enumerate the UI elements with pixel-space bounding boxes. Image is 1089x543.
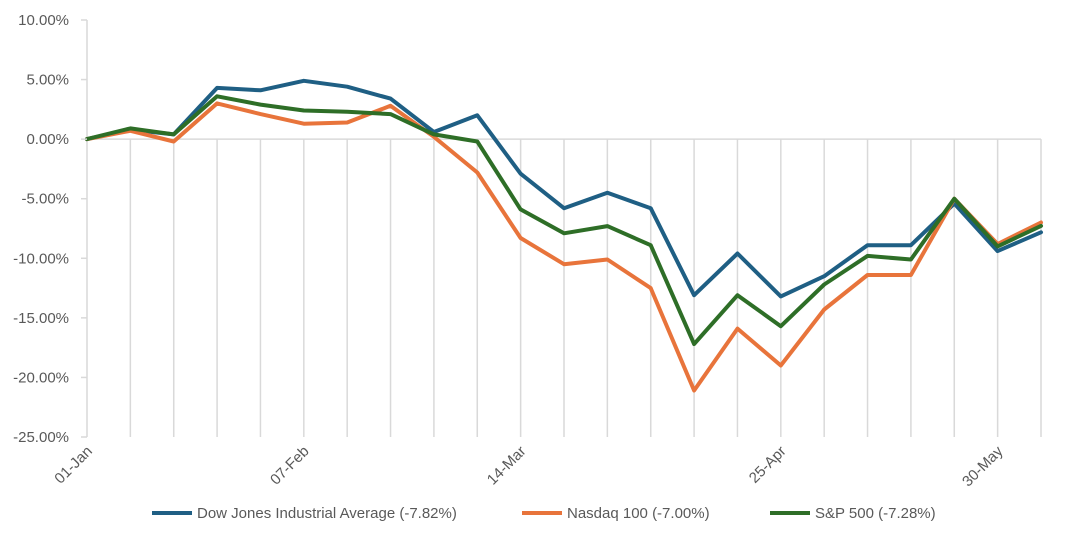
y-tick-label: -20.00% bbox=[13, 369, 69, 386]
series-line-0 bbox=[85, 78, 1043, 299]
legend: Dow Jones Industrial Average (-7.82%) Nas… bbox=[0, 500, 1089, 526]
y-tick-label: -15.00% bbox=[13, 310, 69, 327]
legend-label: Dow Jones Industrial Average (-7.82%) bbox=[197, 504, 457, 522]
y-tick-label: -5.00% bbox=[21, 191, 69, 208]
y-tick-label: -10.00% bbox=[13, 250, 69, 267]
series-line-2 bbox=[85, 94, 1043, 347]
legend-item: S&P 500 (-7.28%) bbox=[770, 500, 936, 526]
x-tick-label: 30-May bbox=[959, 442, 1007, 490]
x-tick-label: 25-Apr bbox=[746, 443, 790, 487]
legend-item: Nasdaq 100 (-7.00%) bbox=[522, 500, 710, 526]
legend-label: S&P 500 (-7.28%) bbox=[815, 504, 936, 522]
x-tick-label: 01-Jan bbox=[51, 443, 95, 487]
x-tick-label: 14-Mar bbox=[484, 443, 530, 489]
series-line-1 bbox=[85, 101, 1043, 393]
y-axis-tick-labels: 10.00% 5.00% 0.00% -5.00% -10.00% -15.00% -20.… bbox=[13, 12, 87, 446]
x-axis-tick-labels: 01-Jan 07-Feb 14-Mar 25-Apr 30-May bbox=[51, 442, 1006, 490]
y-tick-label: 0.00% bbox=[26, 131, 69, 148]
y-tick-label: 10.00% bbox=[18, 12, 69, 29]
series-lines bbox=[85, 78, 1043, 393]
axes bbox=[86, 20, 1041, 437]
legend-swatch bbox=[770, 511, 810, 515]
vertical-gridlines bbox=[129, 139, 1042, 437]
legend-swatch bbox=[522, 511, 562, 515]
legend-label: Nasdaq 100 (-7.00%) bbox=[567, 504, 710, 522]
legend-item: Dow Jones Industrial Average (-7.82%) bbox=[152, 500, 457, 526]
y-tick-label: 5.00% bbox=[26, 72, 69, 89]
y-tick-label: -25.00% bbox=[13, 429, 69, 446]
legend-swatch bbox=[152, 511, 192, 515]
x-tick-label: 07-Feb bbox=[267, 443, 313, 489]
